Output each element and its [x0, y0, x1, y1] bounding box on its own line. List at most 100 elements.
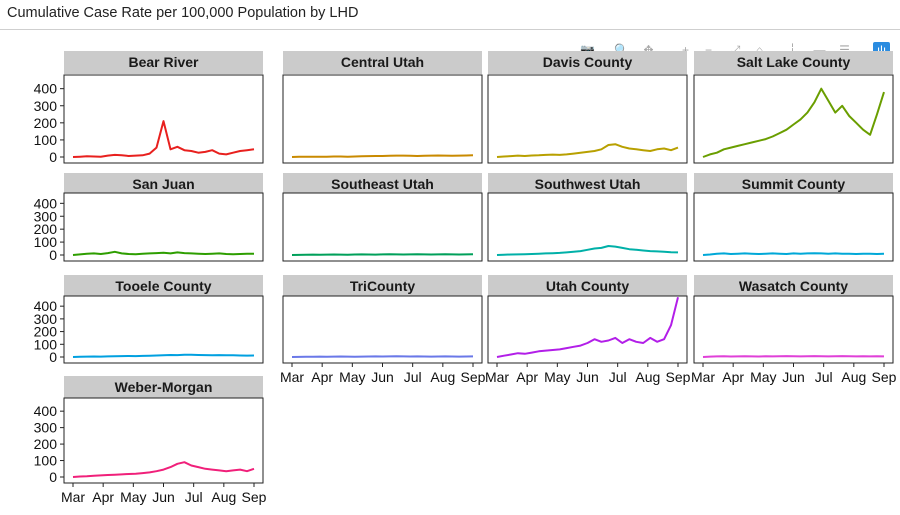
facet-strip — [488, 275, 687, 298]
facet-label: Central Utah — [341, 54, 424, 70]
y-tick-label: 300 — [34, 311, 58, 327]
facet-summit-county: Summit County — [693, 173, 894, 262]
facet-label: Southeast Utah — [331, 176, 434, 192]
facet-label: Utah County — [546, 278, 629, 294]
facet-strip — [488, 173, 687, 196]
x-tick-label: Mar — [691, 369, 715, 385]
facet-label: Southwest Utah — [535, 176, 641, 192]
facet-label: San Juan — [132, 176, 194, 192]
plot-frame — [282, 74, 483, 164]
hover-compare-icon[interactable]: ☰ — [839, 43, 850, 57]
series-line — [72, 353, 255, 358]
x-tick-label: Mar — [485, 369, 509, 385]
x-tick-label: May — [544, 369, 570, 385]
facet-tricounty: TriCounty Mar Apr May Jun Jul Aug Sep — [280, 275, 486, 385]
plot-frame — [63, 192, 264, 262]
facet-strip — [488, 51, 687, 74]
autoscale-icon[interactable]: ⤢ — [730, 43, 741, 57]
y-tick-label: 100 — [34, 336, 58, 352]
y-tick-label: 400 — [34, 195, 58, 211]
y-tick-label: 300 — [34, 420, 58, 436]
x-tick-label: May — [120, 489, 146, 505]
x-tick-label: Apr — [311, 369, 333, 385]
series-line — [702, 252, 885, 256]
x-tick-label: Sep — [242, 489, 267, 505]
facet-label: Weber-Morgan — [115, 379, 213, 395]
plot-frame — [282, 192, 483, 262]
facet-southwest-utah: Southwest Utah — [487, 173, 688, 262]
facet-strip — [283, 51, 482, 74]
y-tick-label: 200 — [34, 221, 58, 237]
plot-frame — [487, 74, 688, 164]
facet-strip — [283, 275, 482, 298]
x-tick-label: Jul — [609, 369, 627, 385]
facet-strip — [694, 51, 893, 74]
facet-strip — [64, 51, 263, 74]
facet-label: TriCounty — [350, 278, 416, 294]
x-tick-label: Jul — [815, 369, 833, 385]
series-line — [72, 461, 255, 478]
y-tick-label: 100 — [34, 453, 58, 469]
facet-salt-lake-county: Salt Lake County — [693, 51, 894, 164]
facet-southeast-utah: Southeast Utah — [282, 173, 483, 262]
x-tick-label: Jun — [152, 489, 175, 505]
y-tick-label: 200 — [34, 115, 58, 131]
plot-frame — [693, 295, 894, 364]
plot-frame — [282, 295, 483, 364]
series-line — [496, 245, 679, 256]
x-tick-label: Aug — [430, 369, 455, 385]
facet-strip — [694, 173, 893, 196]
y-tick-label: 0 — [49, 469, 57, 485]
series-line — [291, 355, 474, 358]
series-line — [496, 297, 679, 358]
series-line — [72, 120, 255, 158]
chart-title: Cumulative Case Rate per 100,000 Populat… — [7, 5, 359, 21]
facet-label: Wasatch County — [739, 278, 848, 294]
facet-label: Davis County — [543, 54, 633, 70]
facet-label: Tooele County — [115, 278, 211, 294]
title-divider — [0, 29, 900, 30]
series-line — [702, 87, 885, 158]
facet-strip — [694, 275, 893, 298]
y-tick-label: 400 — [34, 81, 58, 97]
spike-lines-icon[interactable]: ┆ — [788, 43, 797, 57]
pan-icon[interactable]: ✥ — [643, 43, 654, 57]
x-tick-label: Jul — [185, 489, 203, 505]
facet-wasatch-county: Wasatch County Mar Apr May Jun Jul Aug Sep — [691, 275, 897, 385]
x-tick-label: May — [750, 369, 776, 385]
x-tick-label: Sep — [666, 369, 691, 385]
y-tick-label: 200 — [34, 436, 58, 452]
y-tick-label: 100 — [34, 132, 58, 148]
facet-label: Salt Lake County — [737, 54, 851, 70]
reset-axes-icon[interactable]: ⌂ — [755, 43, 764, 57]
plot-frame — [693, 192, 894, 262]
facet-strip — [64, 376, 263, 399]
plot-frame — [63, 74, 264, 164]
x-tick-label: Jun — [371, 369, 394, 385]
facet-strip — [283, 173, 482, 196]
facet-strip — [64, 275, 263, 298]
zoom-in-icon[interactable]: + — [681, 43, 689, 57]
series-line — [702, 355, 885, 358]
x-tick-label: Apr — [92, 489, 114, 505]
x-tick-label: Apr — [516, 369, 538, 385]
x-tick-label: Mar — [61, 489, 85, 505]
facet-label: Bear River — [128, 54, 199, 70]
series-line — [72, 250, 255, 256]
facet-davis-county: Davis County — [487, 51, 688, 164]
facet-central-utah: Central Utah — [282, 51, 483, 164]
y-tick-label: 200 — [34, 324, 58, 340]
x-tick-label: Jun — [782, 369, 805, 385]
series-line — [496, 143, 679, 158]
facet-strip — [64, 173, 263, 196]
facet-utah-county: Utah County Mar Apr May Jun Jul Aug Sep — [485, 275, 691, 385]
x-tick-label: Apr — [722, 369, 744, 385]
y-tick-label: 300 — [34, 208, 58, 224]
zoom-out-icon[interactable]: − — [704, 43, 712, 57]
x-tick-label: Aug — [211, 489, 236, 505]
x-tick-label: Sep — [872, 369, 897, 385]
